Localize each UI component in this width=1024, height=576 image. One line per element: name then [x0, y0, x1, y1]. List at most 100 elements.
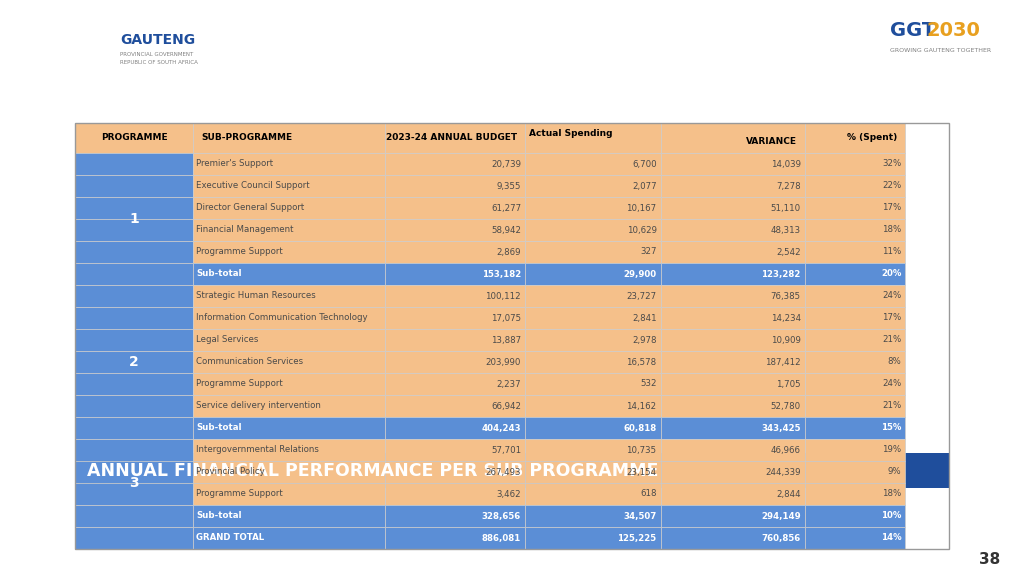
Bar	[660, 241, 805, 263]
Bar	[75, 329, 193, 351]
Bar	[385, 263, 525, 285]
Text: 52,780: 52,780	[771, 401, 801, 411]
Text: 203,990: 203,990	[485, 358, 521, 366]
Text: 20,739: 20,739	[492, 160, 521, 169]
Text: 7,278: 7,278	[776, 181, 801, 191]
Text: 17%: 17%	[882, 203, 901, 213]
Text: 58,942: 58,942	[492, 225, 521, 234]
Bar	[660, 417, 805, 439]
Text: 17%: 17%	[882, 313, 901, 323]
Text: 9,355: 9,355	[497, 181, 521, 191]
Text: 187,412: 187,412	[765, 358, 801, 366]
Bar	[660, 123, 805, 153]
Text: Strategic Human Resources: Strategic Human Resources	[196, 291, 315, 301]
Text: 22%: 22%	[882, 181, 901, 191]
Bar	[805, 395, 905, 417]
Bar	[385, 483, 525, 505]
Bar	[660, 175, 805, 197]
Bar	[805, 483, 905, 505]
Bar	[193, 461, 385, 483]
Text: Service delivery intervention: Service delivery intervention	[196, 401, 321, 411]
Text: 760,856: 760,856	[762, 533, 801, 543]
Bar	[193, 417, 385, 439]
Bar	[805, 417, 905, 439]
Text: 18%: 18%	[882, 490, 901, 498]
Text: 328,656: 328,656	[482, 511, 521, 521]
Bar	[385, 373, 525, 395]
Bar	[660, 461, 805, 483]
Text: 1: 1	[129, 212, 139, 226]
Bar	[805, 351, 905, 373]
Bar	[660, 197, 805, 219]
Bar	[525, 461, 660, 483]
Text: 10,167: 10,167	[627, 203, 656, 213]
Bar	[660, 285, 805, 307]
Bar	[660, 153, 805, 175]
Text: 886,081: 886,081	[482, 533, 521, 543]
Bar	[385, 395, 525, 417]
Bar	[525, 307, 660, 329]
Bar	[525, 417, 660, 439]
Bar	[75, 241, 193, 263]
Text: 2030: 2030	[926, 21, 980, 40]
Bar	[805, 329, 905, 351]
Text: 2,869: 2,869	[497, 248, 521, 256]
Bar	[525, 483, 660, 505]
Bar	[75, 527, 193, 549]
Text: 24%: 24%	[882, 380, 901, 388]
Bar	[525, 285, 660, 307]
Text: 10,909: 10,909	[771, 335, 801, 344]
Text: 18%: 18%	[882, 225, 901, 234]
Bar	[805, 241, 905, 263]
Bar	[75, 123, 949, 549]
Text: PROVINCIAL GOVERNMENT: PROVINCIAL GOVERNMENT	[120, 52, 194, 58]
Bar	[385, 285, 525, 307]
Text: 125,225: 125,225	[617, 533, 656, 543]
Text: PROGRAMME: PROGRAMME	[100, 134, 167, 142]
Text: SUB-PROGRAMME: SUB-PROGRAMME	[201, 134, 292, 142]
Text: REPUBLIC OF SOUTH AFRICA: REPUBLIC OF SOUTH AFRICA	[120, 60, 198, 66]
Bar	[805, 153, 905, 175]
Text: 244,339: 244,339	[765, 468, 801, 476]
Text: 2,542: 2,542	[776, 248, 801, 256]
Text: 123,282: 123,282	[762, 270, 801, 279]
Text: 21%: 21%	[882, 401, 901, 411]
Text: 2: 2	[129, 355, 139, 369]
Text: 61,277: 61,277	[490, 203, 521, 213]
Text: 29,900: 29,900	[624, 270, 656, 279]
Bar	[193, 263, 385, 285]
Bar	[660, 263, 805, 285]
Bar	[193, 285, 385, 307]
Bar	[385, 461, 525, 483]
Text: 34,507: 34,507	[624, 511, 656, 521]
Bar	[805, 285, 905, 307]
Text: 76,385: 76,385	[771, 291, 801, 301]
Bar	[525, 263, 660, 285]
Text: ANNUAL FINANCIAL PERFORMANCE PER SUB PROGRAMME: ANNUAL FINANCIAL PERFORMANCE PER SUB PRO…	[87, 461, 658, 479]
Text: VARIANCE: VARIANCE	[745, 138, 797, 146]
Bar	[75, 263, 193, 285]
Text: Executive Council Support: Executive Council Support	[196, 181, 309, 191]
Text: 17,075: 17,075	[490, 313, 521, 323]
Text: 2,844: 2,844	[776, 490, 801, 498]
Bar	[660, 329, 805, 351]
Text: 9%: 9%	[888, 468, 901, 476]
Bar	[193, 483, 385, 505]
Text: 343,425: 343,425	[761, 423, 801, 433]
Text: 19%: 19%	[882, 445, 901, 454]
Text: Provincial Policy: Provincial Policy	[196, 468, 265, 476]
Bar	[660, 219, 805, 241]
Text: Programme Support: Programme Support	[196, 490, 283, 498]
Bar	[385, 329, 525, 351]
Text: 11%: 11%	[882, 248, 901, 256]
Bar	[75, 461, 193, 483]
Text: Legal Services: Legal Services	[196, 335, 258, 344]
Bar	[385, 123, 525, 153]
Bar	[525, 219, 660, 241]
Bar	[660, 351, 805, 373]
Text: 2,978: 2,978	[632, 335, 656, 344]
Bar	[385, 527, 525, 549]
Text: Actual Spending: Actual Spending	[529, 130, 612, 138]
Bar	[75, 439, 193, 461]
Text: 57,701: 57,701	[490, 445, 521, 454]
